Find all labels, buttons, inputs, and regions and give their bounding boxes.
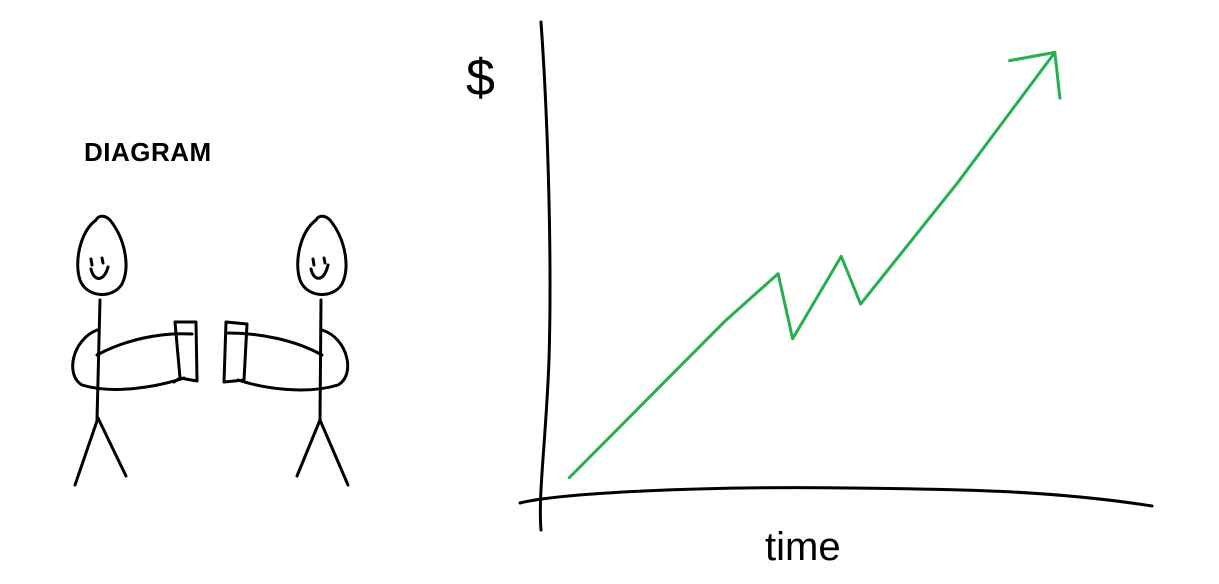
y-axis [538, 20, 552, 532]
head [76, 214, 128, 296]
face-eye-right [322, 256, 327, 265]
arm-upper [226, 331, 324, 357]
body [318, 298, 323, 422]
x-axis-label: time [765, 525, 841, 569]
chart-layer [567, 50, 1062, 480]
body [95, 298, 102, 422]
object-box [222, 320, 249, 384]
person-left [71, 214, 199, 487]
object-box [172, 320, 199, 384]
leg-left [295, 418, 322, 478]
person-right [222, 214, 350, 487]
arm-lower [71, 328, 186, 391]
y-axis-label: $ [466, 49, 495, 107]
x-axis [518, 486, 1154, 508]
face-eye-right [100, 256, 105, 265]
leg-right [318, 418, 350, 487]
data-line [567, 50, 1057, 480]
diagram-title: DIAGRAM [84, 137, 212, 167]
arm-upper [95, 332, 194, 357]
face-eye-left [89, 257, 94, 267]
face-smile [89, 265, 110, 280]
face-smile [309, 263, 330, 280]
head [296, 214, 348, 296]
leg-right [96, 416, 128, 478]
leg-left [73, 416, 100, 487]
face-eye-left [311, 257, 316, 267]
arrow-head [1008, 50, 1062, 100]
arm-lower [236, 328, 350, 392]
